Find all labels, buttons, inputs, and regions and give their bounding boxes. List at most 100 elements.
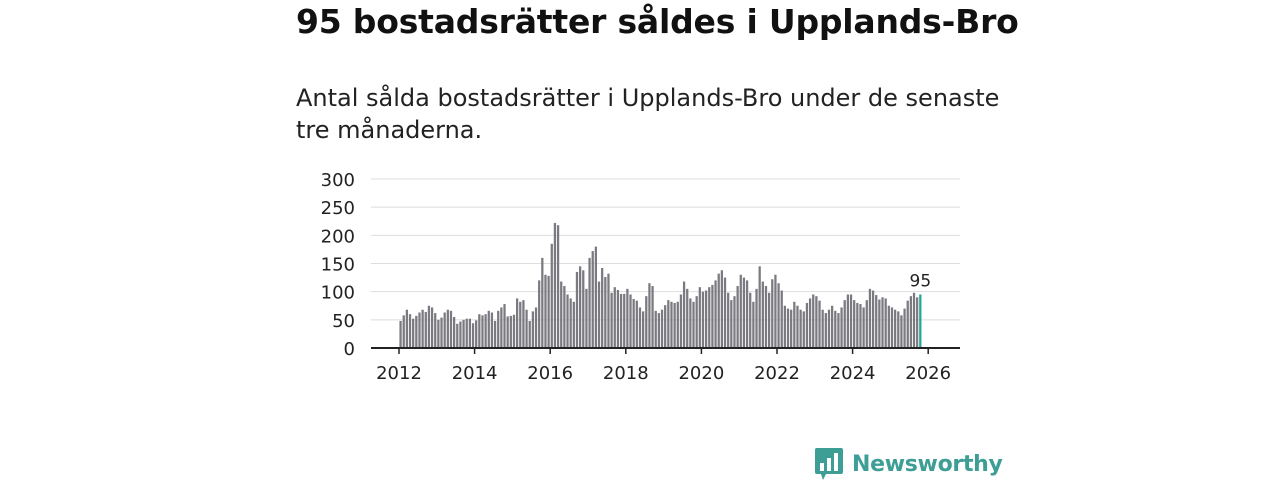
bar xyxy=(859,304,862,348)
y-tick-label: 250 xyxy=(321,198,355,219)
bar xyxy=(745,280,749,348)
bar xyxy=(399,320,402,348)
bar xyxy=(704,290,708,348)
bar xyxy=(654,310,657,348)
bar xyxy=(890,307,894,348)
bar xyxy=(512,314,516,348)
bar xyxy=(884,298,887,348)
bar xyxy=(515,298,519,348)
bar xyxy=(459,321,462,348)
y-tick-label: 150 xyxy=(321,255,355,276)
bar xyxy=(679,294,683,348)
bar xyxy=(893,309,897,348)
bar-chart: 0 50 100 150 200 250 300 2012 2014 2016 2018 2020 20… xyxy=(321,170,960,384)
bar xyxy=(812,294,815,348)
bar xyxy=(714,280,717,348)
brand-logo: Newsworthy xyxy=(814,447,1003,481)
bar xyxy=(758,266,761,348)
bar xyxy=(651,286,654,348)
bar xyxy=(597,281,601,348)
x-tick-label: 2018 xyxy=(603,363,649,384)
x-tick-label: 2016 xyxy=(527,363,573,384)
bar xyxy=(509,315,512,348)
x-tick-label: 2020 xyxy=(678,363,724,384)
brand-name: Newsworthy xyxy=(852,451,1003,477)
y-tick-label: 0 xyxy=(344,339,355,360)
bar xyxy=(465,318,468,348)
bar xyxy=(490,312,494,348)
bar xyxy=(547,275,550,348)
bar xyxy=(610,292,613,348)
bar xyxy=(497,310,500,348)
bar xyxy=(774,274,777,348)
bar xyxy=(701,291,705,348)
bar xyxy=(676,301,679,348)
bar xyxy=(623,293,626,348)
bar xyxy=(635,300,638,348)
bar xyxy=(519,301,522,348)
gridlines xyxy=(371,178,960,321)
bar xyxy=(594,246,598,348)
bar xyxy=(818,300,821,348)
x-tick-label: 2026 xyxy=(905,363,951,384)
bar xyxy=(456,323,459,348)
bar xyxy=(412,318,415,348)
bar xyxy=(648,283,651,348)
y-tick-label: 300 xyxy=(321,170,355,191)
bar xyxy=(830,305,834,348)
y-tick-label: 50 xyxy=(332,311,355,332)
bar xyxy=(566,294,569,348)
bar xyxy=(686,288,689,348)
axes xyxy=(371,347,960,354)
bar xyxy=(849,294,853,348)
bar xyxy=(808,298,812,348)
bar xyxy=(875,295,878,348)
bar xyxy=(541,257,544,348)
bar xyxy=(824,313,827,348)
bar xyxy=(767,292,771,348)
newsworthy-logo-icon xyxy=(815,448,843,480)
bar xyxy=(528,320,531,348)
bar xyxy=(887,305,890,348)
bar xyxy=(843,300,846,348)
bar xyxy=(503,304,506,348)
bar xyxy=(708,287,711,348)
bar xyxy=(827,309,831,348)
bar xyxy=(796,305,799,348)
bar xyxy=(749,292,752,348)
bar xyxy=(692,301,695,348)
bar xyxy=(695,296,698,348)
bar xyxy=(446,309,449,348)
bar xyxy=(575,271,579,348)
bar xyxy=(786,308,790,348)
bar xyxy=(717,273,720,348)
bar xyxy=(881,297,884,348)
bar xyxy=(437,319,440,348)
chart-title: 95 bostadsrätter såldes i Upplands-Bro xyxy=(296,2,1019,41)
bar xyxy=(682,281,686,348)
bar xyxy=(906,300,909,348)
bar xyxy=(604,277,607,348)
bar xyxy=(834,310,837,348)
bar xyxy=(632,298,635,348)
bar xyxy=(909,296,913,348)
bar xyxy=(449,310,453,348)
bar xyxy=(764,286,768,348)
bar xyxy=(837,313,840,348)
x-tick-label: 2022 xyxy=(754,363,800,384)
bar xyxy=(471,323,475,348)
bar xyxy=(585,288,588,348)
bar xyxy=(862,307,865,348)
bar xyxy=(408,314,412,348)
x-tick-label: 2012 xyxy=(376,363,422,384)
bar xyxy=(560,281,563,348)
bar xyxy=(626,288,629,348)
bar xyxy=(771,279,774,348)
bar xyxy=(582,270,585,348)
bar xyxy=(805,302,809,348)
bar xyxy=(563,286,566,348)
bar xyxy=(506,316,509,348)
bar xyxy=(667,300,670,348)
bar xyxy=(613,287,616,348)
y-tick-label: 100 xyxy=(321,283,355,304)
